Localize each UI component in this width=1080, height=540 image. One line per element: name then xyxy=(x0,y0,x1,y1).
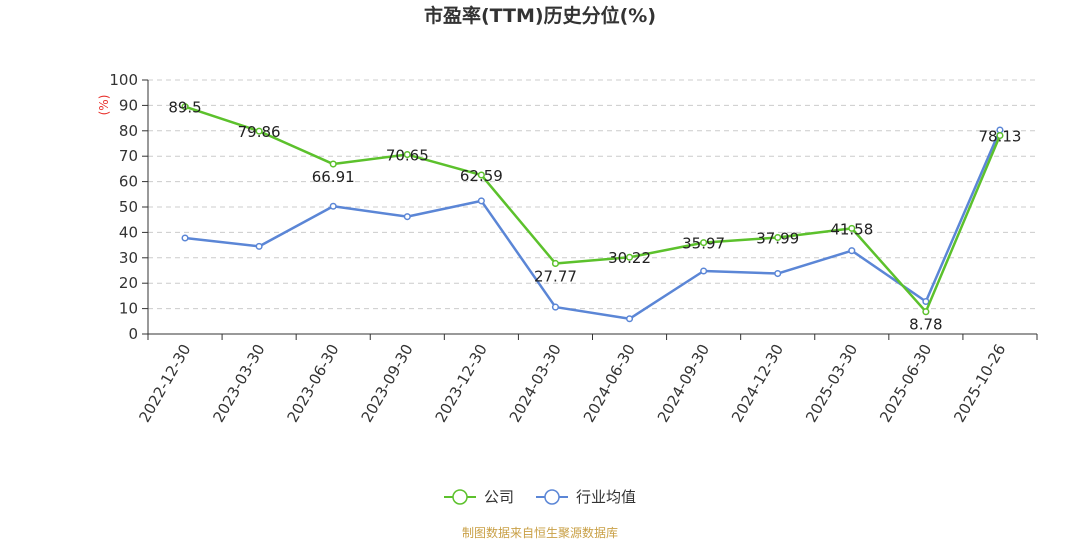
x-tick-label: 2023-06-30 xyxy=(283,341,342,426)
y-tick-label: 20 xyxy=(119,274,138,292)
legend-label: 公司 xyxy=(484,488,514,506)
data-point[interactable] xyxy=(700,239,708,247)
legend-item-industry-average[interactable]: 行业均值 xyxy=(536,488,636,506)
series-company xyxy=(181,103,1004,316)
data-point[interactable] xyxy=(551,259,560,268)
data-point[interactable] xyxy=(403,150,411,159)
source-note: 制图数据来自恒生聚源数据库 xyxy=(462,525,618,540)
data-point[interactable] xyxy=(329,160,337,168)
y-tick-label: 50 xyxy=(119,198,138,216)
legend-item-company[interactable]: 公司 xyxy=(444,488,514,506)
x-tick-label: 2025-10-26 xyxy=(950,341,1009,426)
legend-marker xyxy=(544,489,560,505)
data-label: 66.91 xyxy=(312,168,355,186)
x-tick-label: 2023-09-30 xyxy=(358,341,417,426)
x-tick-label: 2023-12-30 xyxy=(432,341,491,426)
x-tick-label: 2025-03-30 xyxy=(802,341,861,426)
x-tick-label: 2024-12-30 xyxy=(728,341,787,426)
y-tick-label: 100 xyxy=(109,71,138,89)
data-point[interactable] xyxy=(329,202,337,210)
data-label: 41.58 xyxy=(830,220,873,238)
data-labels: 89.5 79.86 66.91 70.65 62.59 27.77 30.22 35.97 3… xyxy=(168,99,1021,334)
data-point[interactable] xyxy=(181,103,189,111)
data-point[interactable] xyxy=(403,213,411,221)
data-point[interactable] xyxy=(181,234,189,242)
data-point[interactable] xyxy=(848,224,856,232)
data-label: 27.77 xyxy=(534,267,577,285)
data-point[interactable] xyxy=(477,171,485,179)
data-label: 62.59 xyxy=(460,167,503,185)
legend[interactable]: 公司 行业均值 xyxy=(444,488,636,506)
series-layer xyxy=(181,103,1004,323)
y-tick-label: 30 xyxy=(119,249,138,267)
data-label: 79.86 xyxy=(238,123,281,141)
x-tick-label: 2024-09-30 xyxy=(654,341,713,426)
legend-label: 行业均值 xyxy=(576,488,636,506)
data-point[interactable] xyxy=(255,242,263,250)
y-tick-label: 40 xyxy=(119,223,138,241)
x-tick-label: 2025-06-30 xyxy=(876,341,935,426)
data-point[interactable] xyxy=(625,253,634,261)
y-tick-label: 60 xyxy=(119,173,138,191)
x-tick-label: 2022-12-30 xyxy=(135,341,194,426)
y-tick-label: 0 xyxy=(128,325,138,343)
y-tick-label: 80 xyxy=(119,122,138,140)
data-point[interactable] xyxy=(700,267,708,275)
data-point[interactable] xyxy=(922,297,930,306)
data-label: 30.22 xyxy=(608,249,651,267)
x-tick-label: 2024-03-30 xyxy=(506,341,565,426)
data-label: 37.99 xyxy=(756,230,799,248)
data-point[interactable] xyxy=(996,131,1004,140)
data-label: 35.97 xyxy=(682,235,725,253)
data-label: 70.65 xyxy=(386,147,429,165)
data-point[interactable] xyxy=(255,127,263,135)
data-label: 89.5 xyxy=(168,99,201,117)
data-label: 8.78 xyxy=(909,316,942,334)
data-point[interactable] xyxy=(551,303,560,311)
chart-title: 市盈率(TTM)历史分位(%) xyxy=(424,4,656,27)
data-point[interactable] xyxy=(477,197,485,205)
data-point[interactable] xyxy=(922,308,930,316)
data-point[interactable] xyxy=(848,247,856,255)
y-tick-label: 10 xyxy=(119,300,138,318)
legend-marker xyxy=(452,489,468,505)
data-point[interactable] xyxy=(774,269,782,278)
series-line xyxy=(184,129,1002,321)
y-tick-label: 90 xyxy=(119,96,138,114)
data-label: 78.13 xyxy=(978,128,1021,146)
grid-lines xyxy=(148,79,1037,310)
y-tick-label: 70 xyxy=(119,147,138,165)
series-line xyxy=(184,105,1002,313)
y-axis-unit-label: (%) xyxy=(97,95,111,116)
data-point[interactable] xyxy=(625,315,634,323)
data-point[interactable] xyxy=(774,233,782,242)
x-tick-label: 2023-03-30 xyxy=(209,341,268,426)
x-tick-label: 2024-06-30 xyxy=(580,341,639,426)
series-industry-average xyxy=(181,126,1004,323)
